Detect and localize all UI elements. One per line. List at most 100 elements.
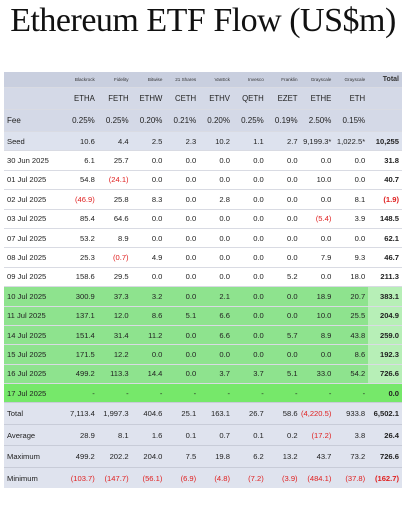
total-cell: (162.7)	[368, 466, 402, 489]
flow-row-label: 08 Jul 2025	[4, 247, 64, 268]
value-cell: 0.0	[199, 208, 233, 229]
value-cell: 43.8	[334, 324, 369, 345]
value-cell: 0.0	[266, 189, 301, 210]
value-cell: 0.0	[266, 150, 301, 171]
value-cell: 0.0	[266, 247, 301, 268]
fee-cell: 2.50%	[300, 109, 335, 132]
flow-row-label: 07 Jul 2025	[4, 227, 64, 248]
flow-row: 17 Jul 2025- - - - - - - - -0.0	[4, 383, 402, 403]
value-cell: 6.2	[232, 445, 267, 468]
value-cell: -	[165, 383, 200, 403]
value-cell: 58.6	[266, 402, 301, 425]
value-cell: 0.2	[266, 423, 301, 446]
fee-cell: 0.25%	[97, 109, 132, 132]
flow-row: 14 Jul 2025 151.4 31.4 11.2 0.0 6.6 0.0 5.7 8.9 4…	[4, 324, 402, 345]
value-cell: 10.0	[300, 305, 335, 326]
value-cell: 7.9	[300, 247, 335, 268]
value-cell: 7.5	[165, 445, 200, 468]
value-cell: 0.0	[165, 189, 200, 210]
ticker-corner-cell	[4, 87, 64, 110]
issuer-cell: Blackrock	[64, 72, 98, 88]
page-title: Ethereum ETF Flow (US$m)	[10, 2, 396, 39]
fee-cell: 0.15%	[334, 109, 369, 132]
value-cell: 73.2	[334, 445, 369, 468]
seed-row: Seed 10.6 4.4 2.5 2.3 10.2 1.1 2.7 9,199.3* 1,022…	[4, 130, 402, 151]
total-cell: 6,502.1	[368, 402, 402, 425]
value-cell: 10.0	[300, 169, 335, 190]
value-cell: 0.0	[232, 247, 267, 268]
summary-row: Maximum 499.2 202.2 204.0 7.5 19.8 6.2 13.2 43.7…	[4, 445, 402, 468]
value-cell: 0.0	[199, 247, 233, 268]
value-cell: 0.0	[131, 227, 166, 248]
flow-row: 10 Jul 2025 300.9 37.3 3.2 0.0 2.1 0.0 0.0 18.9 2…	[4, 286, 402, 307]
total-cell: 62.1	[368, 227, 402, 248]
value-cell: 20.7	[334, 286, 369, 307]
value-cell: 933.8	[334, 402, 369, 425]
value-cell: 3.9	[334, 208, 369, 229]
value-cell: 2.7	[266, 130, 301, 151]
value-cell: 0.0	[199, 227, 233, 248]
value-cell: -	[131, 383, 166, 403]
value-cell: 85.4	[64, 208, 98, 229]
fee-cell: 0.19%	[266, 109, 301, 132]
value-cell: 0.0	[199, 169, 233, 190]
value-cell: 0.0	[165, 344, 200, 365]
value-cell: 8.9	[97, 227, 132, 248]
total-cell: 192.3	[368, 344, 402, 365]
value-cell: (3.9)	[266, 466, 301, 489]
value-cell: 6.6	[199, 305, 233, 326]
value-cell: 0.0	[266, 208, 301, 229]
ticker-cell: EZET	[266, 87, 301, 110]
value-cell: 171.5	[64, 344, 98, 365]
value-cell: 25.1	[165, 402, 200, 425]
flow-row-label: 15 Jul 2025	[4, 344, 64, 365]
value-cell: 2.8	[199, 189, 233, 210]
ticker-cell: ETHV	[199, 87, 233, 110]
value-cell: -	[232, 383, 267, 403]
flow-row: 16 Jul 2025 499.2 113.3 14.4 0.0 3.7 3.7 5.1 33.…	[4, 363, 402, 384]
value-cell: 0.0	[232, 150, 267, 171]
fee-row: Fee 0.25% 0.25% 0.20% 0.21% 0.20% 0.25% …	[4, 109, 402, 132]
value-cell: 5.1	[165, 305, 200, 326]
value-cell: 0.0	[165, 247, 200, 268]
summary-row: Total 7,113.4 1,997.3 404.6 25.1 163.1 26.7 58.…	[4, 402, 402, 425]
value-cell: 13.2	[266, 445, 301, 468]
etf-flow-table-panel: Blackrock Fidelity Bitwise 21 Shares Van…	[4, 72, 402, 510]
value-cell: 11.2	[131, 324, 166, 345]
summary-row-label: Minimum	[4, 466, 64, 489]
value-cell: 8.9	[300, 324, 335, 345]
value-cell: 158.6	[64, 266, 98, 287]
value-cell: 0.0	[300, 189, 335, 210]
value-cell: 8.6	[334, 344, 369, 365]
value-cell: 0.0	[334, 227, 369, 248]
value-cell: 0.0	[165, 266, 200, 287]
value-cell: 0.0	[266, 286, 301, 307]
value-cell: 5.7	[266, 324, 301, 345]
value-cell: 0.0	[266, 227, 301, 248]
value-cell: -	[266, 383, 301, 403]
value-cell: 0.0	[165, 169, 200, 190]
ticker-cell: ETHA	[64, 87, 98, 110]
etf-flow-table: Blackrock Fidelity Bitwise 21 Shares Van…	[4, 72, 402, 489]
value-cell: 0.0	[131, 344, 166, 365]
value-cell: 3.7	[232, 363, 267, 384]
value-cell: 2.5	[131, 130, 166, 151]
summary-row-label: Total	[4, 402, 64, 425]
value-cell: 5.2	[266, 266, 301, 287]
value-cell: 9,199.3*	[300, 130, 335, 151]
value-cell: (4,220.5)	[300, 402, 335, 425]
value-cell: 12.2	[97, 344, 132, 365]
total-cell: 46.7	[368, 247, 402, 268]
issuer-cell: Invesco	[232, 72, 267, 88]
issuer-cell: Franklin	[266, 72, 301, 88]
total-cell: 259.0	[368, 324, 402, 345]
value-cell: 53.2	[64, 227, 98, 248]
issuer-header-row: Blackrock Fidelity Bitwise 21 Shares Van…	[4, 72, 402, 88]
ticker-cell: ETHW	[131, 87, 166, 110]
value-cell: 12.0	[97, 305, 132, 326]
summary-row: Minimum (103.7) (147.7) (56.1) (6.9) (4.8) (7.…	[4, 466, 402, 489]
value-cell: 204.0	[131, 445, 166, 468]
value-cell: 0.0	[199, 150, 233, 171]
value-cell: (46.9)	[64, 189, 98, 210]
value-cell: 0.0	[232, 227, 267, 248]
